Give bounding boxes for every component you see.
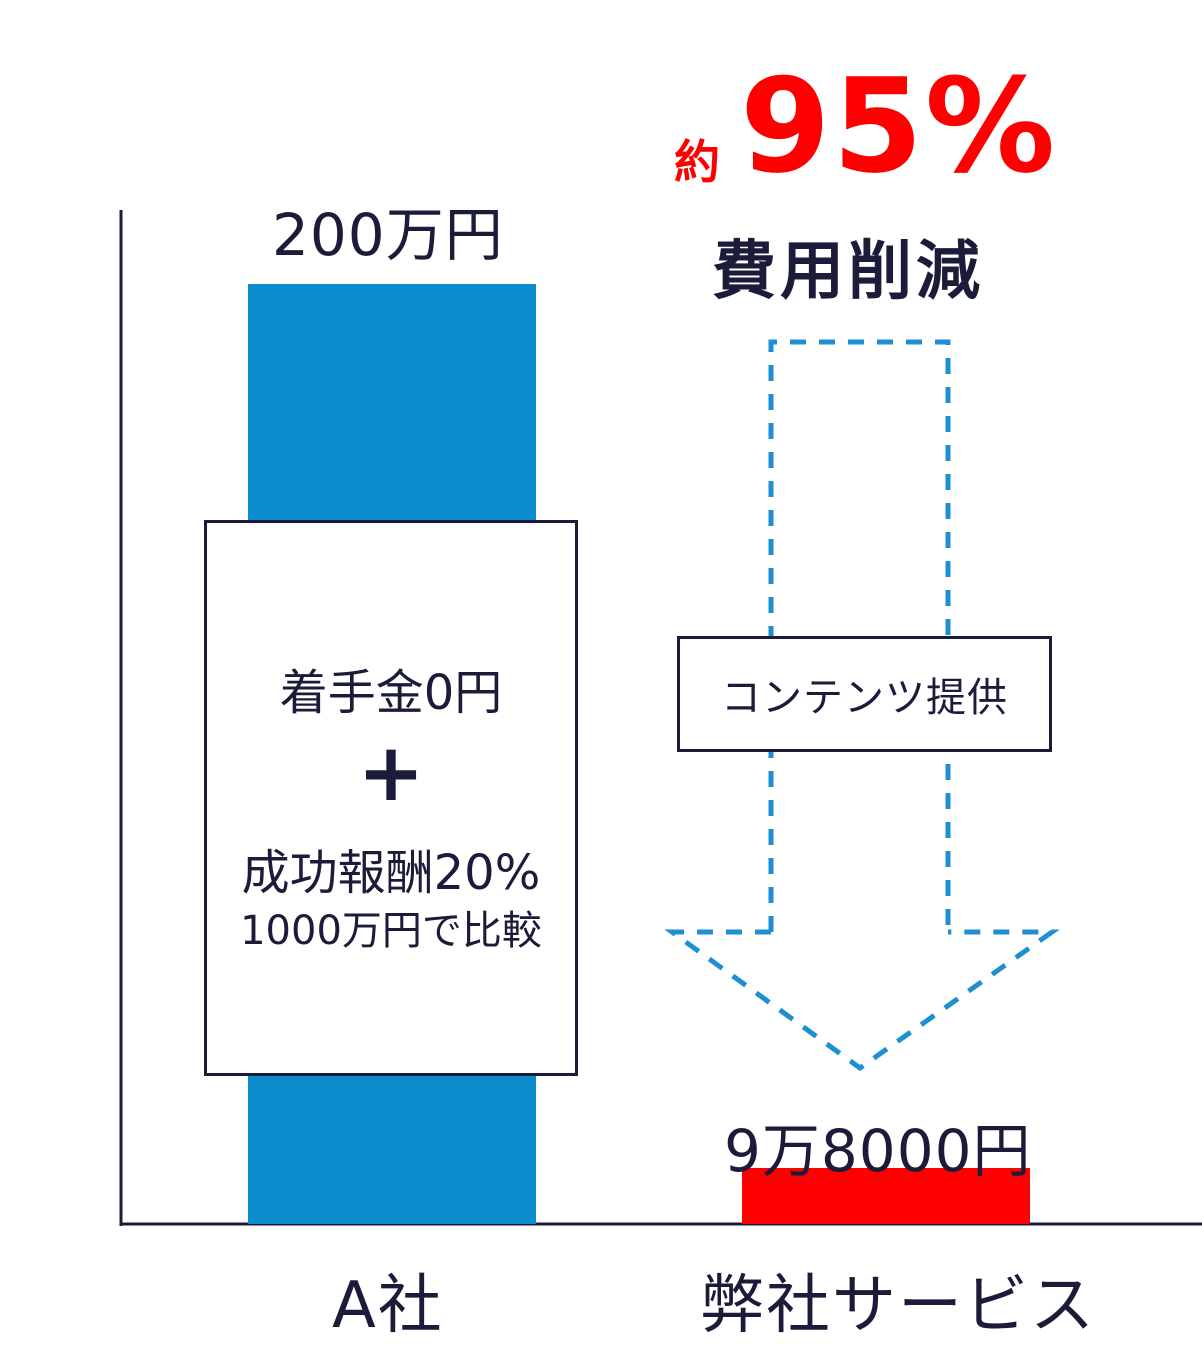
arrow-label: コンテンツ提供	[721, 675, 1008, 721]
plus-sign: +	[357, 726, 425, 819]
arrow-head	[664, 929, 1060, 1072]
reduction-text: 費用削減	[712, 235, 984, 309]
reduction-text-label: 費用削減	[712, 220, 984, 312]
value-label-our-service: 9万8000円	[724, 1117, 1032, 1185]
success-fee-text: 成功報酬20%	[241, 845, 541, 901]
comparison-basis-text: 1000万円で比較	[240, 908, 542, 954]
category-label-our-service: 弊社サービス	[700, 1269, 1096, 1343]
reduction-value-label: 95%	[740, 50, 1057, 202]
arrow-label-box: コンテンツ提供	[677, 636, 1052, 752]
a-company-pricing-box: 着手金0円 + 成功報酬20% 1000万円で比較	[204, 520, 578, 1076]
retainer-text: 着手金0円	[279, 665, 503, 721]
category-label-a-company: A社	[332, 1269, 444, 1343]
bar-our-service	[742, 1168, 1030, 1224]
reduction-value: 95%	[740, 50, 1058, 202]
reduction-approx-label: 約	[674, 126, 720, 192]
value-label-a-company: 200万円	[272, 201, 504, 269]
reduction-approx: 約	[674, 135, 720, 189]
